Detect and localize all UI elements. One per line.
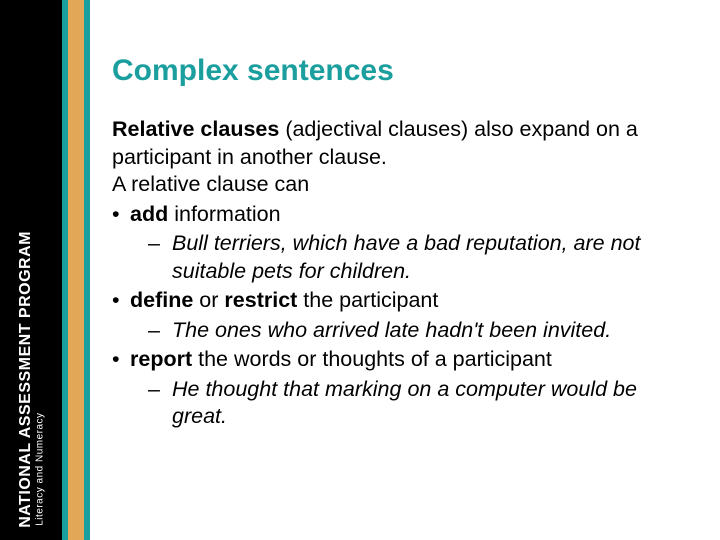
sidebar-program-label: NATIONAL ASSESSMENT PROGRAM Literacy and… xyxy=(17,219,46,540)
slide-body: Relative clauses (adjectival clauses) al… xyxy=(112,116,680,431)
intro-line1: Relative clauses (adjectival clauses) al… xyxy=(112,116,680,171)
bullet-2-sub-text: The ones who arrived late hadn't been in… xyxy=(172,317,680,345)
sidebar-sub-text: Literacy and Numeracy xyxy=(34,231,45,526)
bullet-dot: • xyxy=(112,287,130,315)
bullet-1: • add information xyxy=(112,201,680,229)
sidebar-main-text: NATIONAL ASSESSMENT PROGRAM xyxy=(17,231,34,528)
stripe-teal-right xyxy=(84,0,90,540)
intro-line2: A relative clause can xyxy=(112,171,680,199)
bullet-2-text: define or restrict the participant xyxy=(130,287,680,315)
bullet-3: • report the words or thoughts of a part… xyxy=(112,346,680,374)
slide-title: Complex sentences xyxy=(112,54,680,88)
bullet-1-rest: information xyxy=(168,202,280,226)
bullet-1-sub: – Bull terriers, which have a bad reputa… xyxy=(148,230,680,285)
bullet-2-mid: or xyxy=(193,288,224,312)
bullet-dot: • xyxy=(112,346,130,374)
intro-lead: Relative clauses xyxy=(112,117,279,141)
bullet-3-rest: the words or thoughts of a participant xyxy=(192,347,552,371)
bullet-3-sub: – He thought that marking on a computer … xyxy=(148,376,680,431)
bullet-2-bold2: restrict xyxy=(224,288,297,312)
slide-content: Complex sentences Relative clauses (adje… xyxy=(112,54,680,431)
bullet-3-sub-text: He thought that marking on a computer wo… xyxy=(172,376,680,431)
sub-dash: – xyxy=(148,230,172,285)
sidebar: NATIONAL ASSESSMENT PROGRAM Literacy and… xyxy=(0,0,62,540)
stripe-orange xyxy=(68,0,84,540)
bullet-2-rest: the participant xyxy=(297,288,438,312)
bullet-3-bold: report xyxy=(130,347,192,371)
bullet-1-text: add information xyxy=(130,201,680,229)
bullet-3-text: report the words or thoughts of a partic… xyxy=(130,346,680,374)
bullet-1-sub-text: Bull terriers, which have a bad reputati… xyxy=(172,230,680,285)
bullet-2-sub: – The ones who arrived late hadn't been … xyxy=(148,317,680,345)
bullet-2: • define or restrict the participant xyxy=(112,287,680,315)
sub-dash: – xyxy=(148,317,172,345)
bullet-2-bold1: define xyxy=(130,288,193,312)
bullet-dot: • xyxy=(112,201,130,229)
sub-dash: – xyxy=(148,376,172,431)
bullet-1-bold: add xyxy=(130,202,168,226)
